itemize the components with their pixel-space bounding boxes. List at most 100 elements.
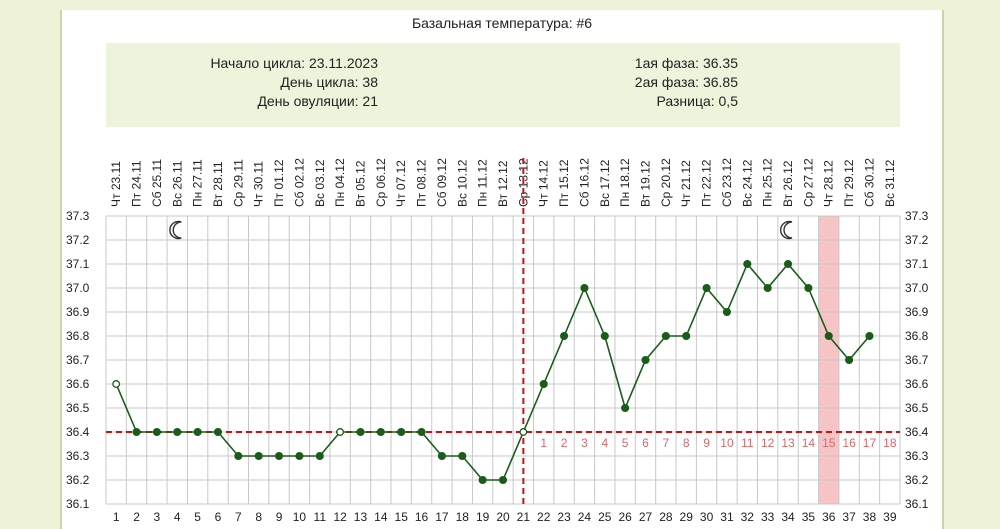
column-date-label: Вс 26.11 [170, 160, 184, 207]
temperature-point [478, 475, 487, 485]
luteal-day-number: 12 [761, 436, 775, 450]
luteal-day-number: 1 [540, 436, 547, 450]
cycle-info-box: Начало цикла: 23.11.2023 День цикла: 38 … [106, 43, 900, 127]
cycle-day-number: 25 [598, 510, 612, 524]
temperature-point [275, 451, 284, 461]
luteal-day-number: 16 [842, 436, 856, 450]
temperature-point [661, 331, 670, 341]
cycle-day-number: 26 [618, 510, 632, 524]
luteal-day-number: 3 [581, 436, 588, 450]
temperature-point [641, 355, 650, 365]
temperature-point [458, 451, 467, 461]
luteal-day-number: 7 [663, 436, 670, 450]
column-date-label: Пт 29.12 [842, 159, 856, 207]
cycle-day-number: 4 [174, 510, 181, 524]
cycle-day-number: 14 [374, 510, 388, 524]
cycle-day-number: 39 [883, 510, 897, 524]
moon-icon [779, 220, 793, 240]
temperature-point [132, 427, 141, 437]
column-date-label: Пн 25.12 [761, 158, 775, 207]
luteal-day-number: 4 [601, 436, 608, 450]
y-tick-label-right: 36.4 [905, 425, 929, 439]
column-date-label: Вт 19.12 [639, 160, 653, 207]
temperature-point [376, 427, 385, 437]
column-date-label: Вс 24.12 [740, 159, 754, 207]
cycle-day-number: 31 [720, 510, 734, 524]
column-date-label: Пт 24.11 [130, 160, 144, 207]
luteal-day-number: 5 [622, 436, 629, 450]
y-tick-label-left: 37.2 [66, 233, 90, 247]
column-date-label: Ср 29.11 [231, 159, 245, 207]
phase2-text: 2ая фаза: 36.85 [634, 74, 738, 90]
cycle-day-number: 33 [761, 510, 775, 524]
y-tick-label-left: 36.1 [66, 497, 90, 511]
cycle-day-number: 24 [578, 510, 592, 524]
column-date-label: Вс 31.12 [883, 159, 897, 207]
cycle-day-number: 9 [276, 510, 283, 524]
y-tick-label-left: 36.6 [66, 377, 90, 391]
temperature-point [173, 427, 182, 437]
y-tick-label-right: 36.5 [905, 401, 929, 415]
cycle-day-number: 23 [557, 510, 571, 524]
column-date-label: Ср 27.12 [801, 158, 815, 207]
cycle-day-number: 22 [537, 510, 551, 524]
temperature-point [824, 331, 833, 341]
column-date-label: Чт 30.11 [252, 161, 266, 207]
column-date-label: Пт 01.12 [272, 159, 286, 207]
y-tick-label-right: 36.3 [905, 449, 929, 463]
temperature-point [600, 331, 609, 341]
temperature-point [152, 427, 161, 437]
cycle-day-number: 16 [415, 510, 429, 524]
cycle-day-number: 20 [496, 510, 510, 524]
temperature-point [743, 259, 752, 269]
cycle-day-number: 11 [314, 510, 327, 524]
temperature-point [437, 451, 446, 461]
luteal-day-number: 14 [802, 436, 816, 450]
column-date-label: Чт 14.12 [537, 160, 551, 207]
temperature-point [783, 259, 793, 269]
column-date-label: Сб 30.12 [862, 158, 876, 207]
cycle-day-text: День цикла: 38 [280, 74, 378, 90]
y-tick-label-right: 36.2 [905, 473, 929, 487]
temperature-chart: 37.3 37.3 37.2 37.2 37.1 37.1 37.0 37.0 36.9 36.9… [66, 158, 929, 524]
column-date-label: Чт 28.12 [822, 160, 836, 207]
luteal-day-number: 18 [883, 436, 897, 450]
column-date-label: Вс 03.12 [313, 159, 327, 207]
column-date-label: Ср 06.12 [374, 158, 388, 207]
cycle-day-number: 27 [639, 510, 653, 524]
cycle-day-number: 8 [255, 510, 262, 524]
y-tick-label-left: 36.7 [66, 353, 90, 367]
luteal-day-number: 6 [642, 436, 649, 450]
cycle-day-number: 38 [863, 510, 877, 524]
temperature-point [560, 331, 569, 341]
cycle-day-number: 30 [700, 510, 714, 524]
column-date-label: Пт 15.12 [557, 159, 571, 207]
temperature-point-open [336, 428, 345, 436]
temperature-point [722, 307, 731, 317]
phase1-text: 1ая фаза: 36.35 [634, 55, 738, 71]
column-date-label: Сб 02.12 [292, 158, 306, 207]
temperature-point [397, 427, 406, 437]
temperature-point [865, 331, 874, 341]
cycle-day-number: 2 [133, 510, 140, 524]
column-date-label: Сб 09.12 [435, 158, 449, 207]
luteal-day-number: 2 [561, 436, 568, 450]
temperature-point [539, 379, 548, 389]
temperature-point [213, 427, 223, 437]
cycle-day-number: 19 [476, 510, 490, 524]
y-tick-label-left: 36.4 [66, 425, 90, 439]
column-date-label: Вс 10.12 [455, 159, 469, 207]
y-tick-label-right: 36.6 [905, 377, 929, 391]
column-date-label: Пт 08.12 [415, 159, 429, 207]
y-tick-label-left: 37.0 [66, 281, 90, 295]
y-tick-label-right: 36.8 [905, 329, 929, 343]
luteal-day-number: 11 [741, 436, 754, 450]
column-date-label: Сб 16.12 [577, 158, 591, 207]
cycle-day-number: 35 [802, 510, 816, 524]
cycle-info-left: Начало цикла: 23.11.2023 День цикла: 38 … [210, 54, 378, 111]
luteal-day-number: 13 [781, 436, 795, 450]
cycle-day-number: 21 [517, 510, 531, 524]
y-tick-label-right: 36.7 [905, 353, 929, 367]
column-date-label: Пн 27.11 [191, 159, 205, 207]
column-date-label: Пн 18.12 [618, 158, 632, 207]
